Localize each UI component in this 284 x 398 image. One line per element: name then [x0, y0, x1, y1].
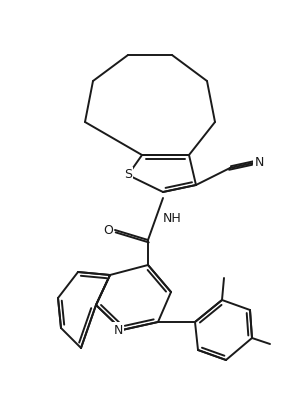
Text: S: S: [124, 168, 132, 181]
Text: N: N: [254, 156, 264, 170]
Text: N: N: [113, 324, 123, 336]
Text: O: O: [103, 224, 113, 236]
Text: NH: NH: [163, 211, 181, 224]
